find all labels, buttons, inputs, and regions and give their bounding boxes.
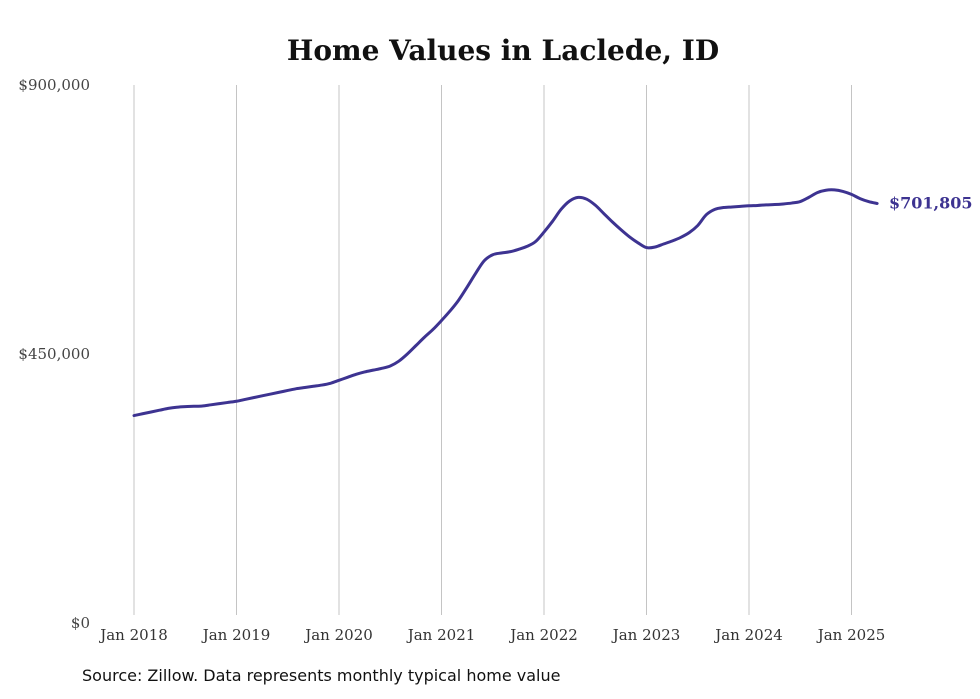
x-axis-ticks: Jan 2018 Jan 2019 Jan 2020 Jan 2021 Jan 2022… [98, 626, 885, 644]
x-tick-label: Jan 2024 [713, 626, 783, 644]
latest-value-label: $701,805 [889, 194, 973, 213]
y-axis-ticks: $0 $450,000 $900,000 [18, 76, 90, 632]
source-note: Source: Zillow. Data represents monthly … [82, 666, 561, 685]
x-tick-label: Jan 2019 [201, 626, 271, 644]
home-value-line [132, 188, 879, 418]
y-tick-label: $900,000 [18, 76, 90, 94]
x-tick-label: Jan 2018 [98, 626, 168, 644]
x-tick-label: Jan 2021 [406, 626, 476, 644]
series-layer [132, 188, 879, 418]
x-tick-label: Jan 2020 [303, 626, 373, 644]
y-tick-label: $450,000 [18, 345, 90, 363]
x-tick-label: Jan 2023 [611, 626, 681, 644]
gridlines [133, 85, 852, 615]
x-tick-label: Jan 2022 [508, 626, 578, 644]
y-tick-label: $0 [71, 614, 90, 632]
x-tick-label: Jan 2025 [816, 626, 886, 644]
chart-title: Home Values in Laclede, ID [287, 34, 719, 67]
